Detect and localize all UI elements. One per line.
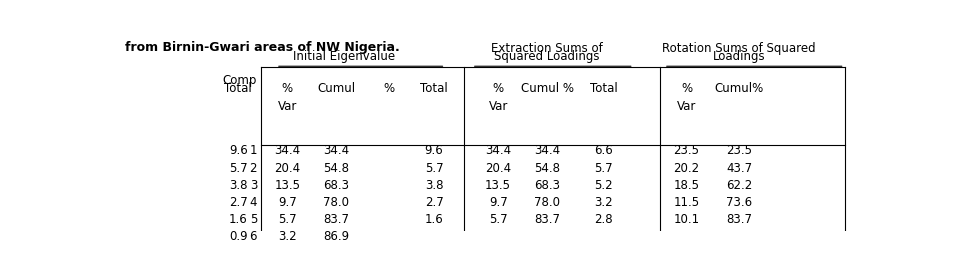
Text: 5.7: 5.7 [489,213,507,226]
Text: from Birnin-Gwari areas of NW Nigeria.: from Birnin-Gwari areas of NW Nigeria. [125,41,400,54]
Text: Var: Var [489,100,507,113]
Text: %: % [383,82,395,95]
Text: 10.1: 10.1 [674,213,700,226]
Text: 34.4: 34.4 [534,144,560,157]
Text: 68.3: 68.3 [324,179,349,192]
Text: 68.3: 68.3 [535,179,560,192]
Text: 2.8: 2.8 [594,213,613,226]
Text: 13.5: 13.5 [274,179,300,192]
Text: 54.8: 54.8 [535,162,560,175]
Text: 2: 2 [250,162,257,175]
Text: %: % [681,82,692,95]
Text: 13.5: 13.5 [485,179,511,192]
Text: 3.8: 3.8 [229,179,248,192]
Text: 34.4: 34.4 [274,144,300,157]
Text: 73.6: 73.6 [726,196,752,209]
Text: %: % [493,82,503,95]
Text: 62.2: 62.2 [726,179,752,192]
Text: 9.6: 9.6 [425,144,443,157]
Text: 5: 5 [250,213,257,226]
Text: 20.4: 20.4 [274,162,300,175]
Text: 4: 4 [250,196,257,209]
Text: 23.5: 23.5 [674,144,700,157]
Text: 5.7: 5.7 [229,162,248,175]
Text: Loadings: Loadings [712,50,766,63]
Text: 1.6: 1.6 [425,213,443,226]
Text: Comp: Comp [223,74,257,87]
Text: 23.5: 23.5 [726,144,752,157]
Text: 3.2: 3.2 [278,230,296,243]
Text: Total: Total [420,82,448,95]
Text: 54.8: 54.8 [324,162,349,175]
Text: Cumul: Cumul [317,82,355,95]
Text: 78.0: 78.0 [324,196,349,209]
Text: 9.7: 9.7 [489,196,507,209]
Text: 2.7: 2.7 [425,196,443,209]
Text: 20.2: 20.2 [674,162,700,175]
Text: 11.5: 11.5 [674,196,700,209]
Text: 1: 1 [250,144,257,157]
Text: 34.4: 34.4 [485,144,511,157]
Text: Var: Var [677,100,696,113]
Text: 43.7: 43.7 [726,162,752,175]
Text: 3.8: 3.8 [425,179,443,192]
Text: %: % [282,82,293,95]
Text: 5.7: 5.7 [278,213,296,226]
Text: 5.7: 5.7 [425,162,443,175]
Text: 2.7: 2.7 [228,196,248,209]
Text: Cumul %: Cumul % [521,82,573,95]
Text: 83.7: 83.7 [726,213,752,226]
Text: 0.9: 0.9 [229,230,248,243]
Text: 6.6: 6.6 [594,144,613,157]
Text: Initial Eigenvalue: Initial Eigenvalue [293,50,395,63]
Text: 3: 3 [250,179,257,192]
Text: 5.2: 5.2 [594,179,613,192]
Text: 83.7: 83.7 [324,213,349,226]
Text: 6: 6 [250,230,257,243]
Text: Total: Total [225,82,252,95]
Text: 78.0: 78.0 [535,196,560,209]
Text: 83.7: 83.7 [535,213,560,226]
Text: Rotation Sums of Squared: Rotation Sums of Squared [662,42,816,55]
Text: 9.6: 9.6 [228,144,248,157]
Text: 18.5: 18.5 [674,179,700,192]
Text: Var: Var [278,100,296,113]
Text: 9.7: 9.7 [278,196,296,209]
Text: Cumul%: Cumul% [714,82,764,95]
Text: Total: Total [590,82,617,95]
Text: 5.7: 5.7 [594,162,613,175]
Text: 20.4: 20.4 [485,162,511,175]
Text: 1.6: 1.6 [228,213,248,226]
Text: 34.4: 34.4 [323,144,349,157]
Text: 86.9: 86.9 [323,230,349,243]
Text: Extraction Sums of: Extraction Sums of [491,42,603,55]
Text: Squared Loadings: Squared Loadings [495,50,600,63]
Text: 3.2: 3.2 [594,196,613,209]
